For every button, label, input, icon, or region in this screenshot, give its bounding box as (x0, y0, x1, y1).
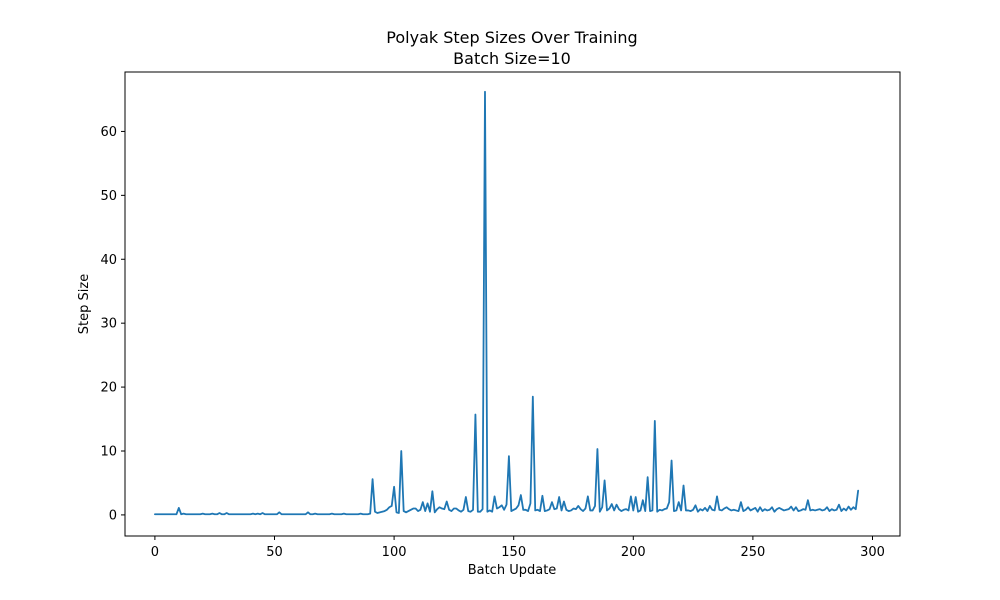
x-tick-label: 300 (860, 545, 885, 560)
axes-frame (124, 71, 901, 537)
y-tick-label: 0 (109, 508, 117, 523)
series-line-0 (153, 90, 860, 516)
x-tick-label: 0 (151, 545, 159, 560)
y-tick-label: 30 (100, 317, 117, 332)
series-layer (153, 90, 860, 516)
y-tick-label: 60 (100, 125, 117, 140)
y-tick-label: 40 (100, 253, 117, 268)
plot-area: 0 50 100 150 200 250 300 0 10 20 30 40 50 60 (100, 71, 901, 560)
chart-subtitle: Batch Size=10 (453, 49, 571, 68)
x-axis-ticks: 0 50 100 150 200 250 300 (151, 536, 885, 560)
y-axis-ticks: 0 10 20 30 40 50 60 (100, 125, 125, 523)
y-tick-label: 10 (100, 444, 117, 459)
y-axis-label: Step Size (77, 274, 92, 334)
chart-title: Polyak Step Sizes Over Training (386, 28, 637, 47)
y-tick-label: 50 (100, 189, 117, 204)
y-tick-label: 20 (100, 381, 117, 396)
x-tick-label: 150 (501, 545, 526, 560)
x-tick-label: 200 (621, 545, 646, 560)
x-tick-label: 50 (266, 545, 283, 560)
x-tick-label: 100 (382, 545, 407, 560)
x-axis-label: Batch Update (468, 563, 557, 578)
x-tick-label: 250 (740, 545, 765, 560)
